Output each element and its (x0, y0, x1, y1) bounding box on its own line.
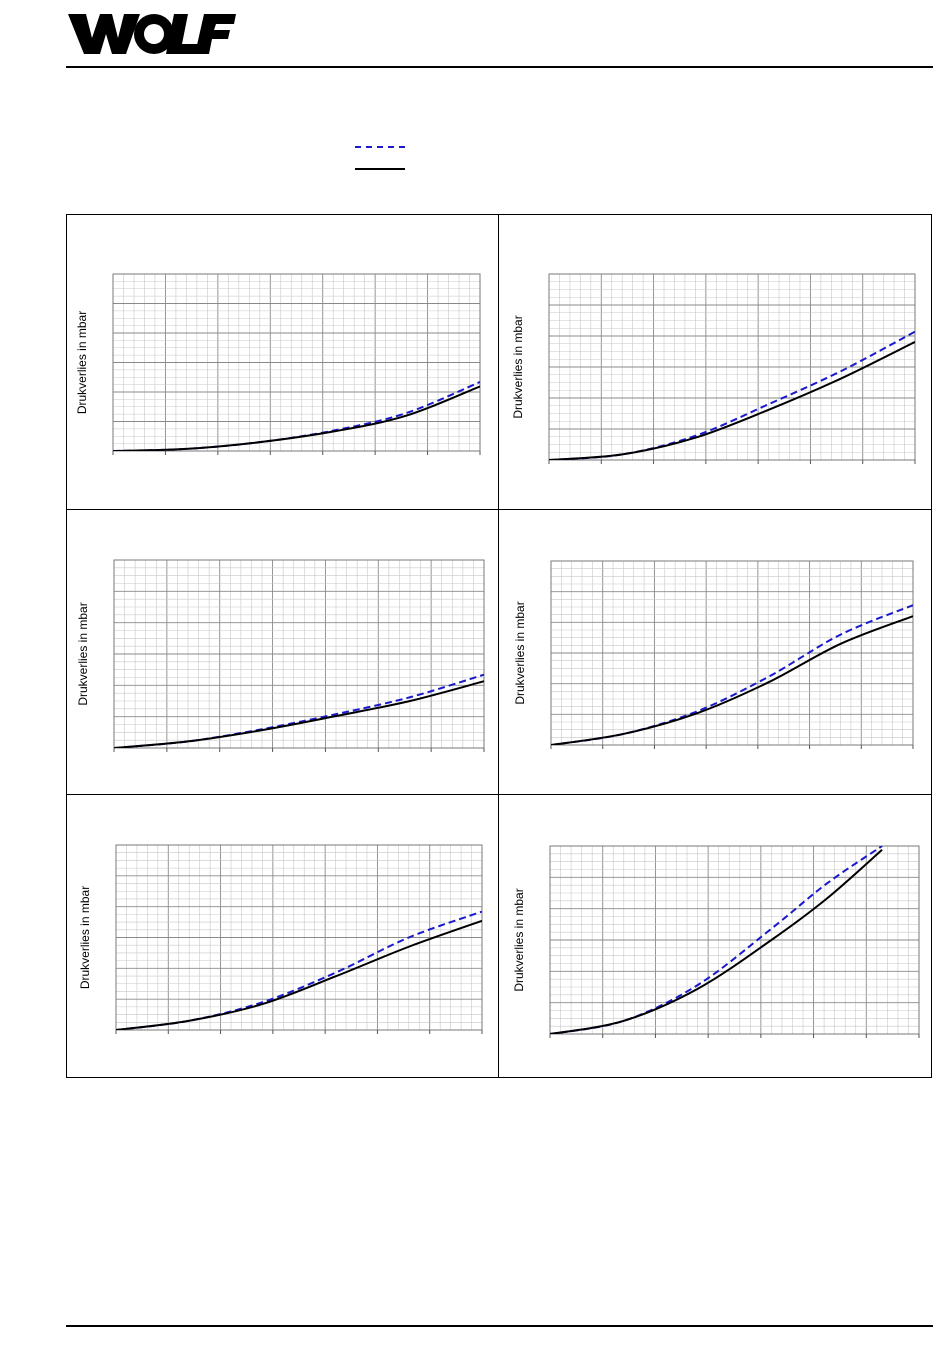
chart-6-svg: Drukverlies in mbar (512, 845, 920, 1038)
series-solid-line (113, 385, 480, 451)
series-solid-line (116, 919, 482, 1030)
chart-1: Drukverlies in mbar (66, 214, 498, 509)
plot-area (112, 273, 481, 452)
chart-6: Drukverlies in mbar (499, 794, 933, 1078)
grid (116, 845, 482, 1030)
y-axis-label: Drukverlies in mbar (511, 315, 525, 418)
chart-5-svg: Drukverlies in mbar (78, 844, 483, 1034)
series-solid-line (551, 615, 913, 745)
grid (550, 846, 919, 1034)
chart-5: Drukverlies in mbar (66, 794, 498, 1078)
series-solid-line (114, 680, 484, 748)
chart-4: Drukverlies in mbar (499, 509, 933, 794)
plot-area (113, 559, 485, 749)
legend-solid-sample (355, 168, 405, 170)
grid (549, 274, 915, 460)
panel-divider-row2 (66, 794, 932, 795)
header-rule (66, 66, 933, 68)
plot-area (115, 844, 483, 1031)
chart-panel-frame (66, 214, 932, 1078)
grid (113, 274, 480, 451)
panel-divider-vertical (498, 214, 499, 1078)
wolf-logo (68, 14, 236, 54)
y-axis-label: Drukverlies in mbar (78, 886, 92, 989)
chart-3-svg: Drukverlies in mbar (76, 559, 485, 752)
plot-area (548, 273, 916, 461)
y-axis-label: Drukverlies in mbar (75, 311, 89, 414)
series-solid-line (550, 849, 883, 1034)
grid (551, 561, 913, 745)
chart-3: Drukverlies in mbar (66, 509, 498, 794)
series-dashed-line (551, 604, 913, 745)
series-dashed-line (549, 330, 915, 460)
y-axis-label: Drukverlies in mbar (76, 602, 90, 705)
grid (114, 560, 484, 748)
series-solid-line (549, 340, 915, 460)
chart-4-svg: Drukverlies in mbar (513, 560, 914, 749)
chart-1-svg: Drukverlies in mbar (75, 273, 481, 455)
legend-dashed-sample (355, 146, 405, 148)
panel-divider-row1 (66, 509, 932, 510)
plot-area (549, 845, 920, 1035)
chart-2-svg: Drukverlies in mbar (511, 273, 916, 464)
chart-2: Drukverlies in mbar (499, 214, 933, 509)
plot-area (550, 560, 914, 746)
series-dashed-line (116, 910, 482, 1030)
y-axis-label: Drukverlies in mbar (513, 601, 527, 704)
footer-rule (66, 1325, 933, 1327)
y-axis-label: Drukverlies in mbar (512, 888, 526, 991)
